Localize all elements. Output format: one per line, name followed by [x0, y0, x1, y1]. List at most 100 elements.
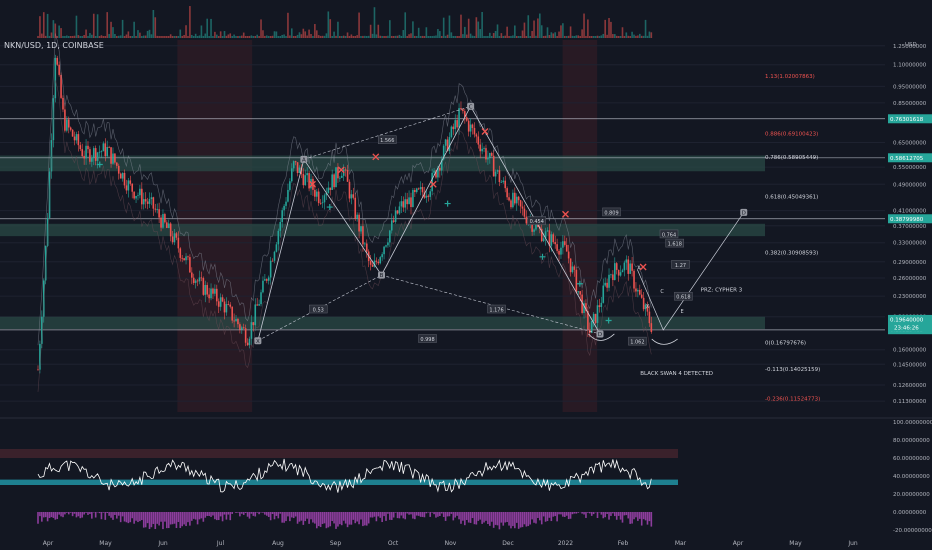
volume-bar — [310, 33, 312, 38]
candle-body — [183, 258, 185, 261]
candle-body — [469, 124, 472, 132]
volume-bar — [46, 13, 49, 38]
volume-bar — [102, 35, 105, 38]
histogram-bar — [467, 512, 470, 523]
volume-bar — [560, 25, 562, 38]
volume-bar — [108, 33, 110, 38]
currency-label: USD — [905, 42, 917, 48]
volume-bar — [340, 35, 343, 38]
candle-body — [606, 282, 608, 288]
candle-body — [454, 120, 457, 130]
ratio-label-4: 1.062 — [630, 340, 644, 346]
volume-bar — [537, 18, 539, 38]
candle-body — [265, 279, 268, 281]
candle-body — [194, 280, 197, 283]
histogram-bar — [173, 512, 176, 524]
histogram-bar — [390, 512, 393, 520]
volume-bar — [175, 35, 178, 38]
y-tick-15: 0.14500000 — [893, 362, 927, 368]
volume-bar — [92, 13, 95, 38]
candle-body — [242, 327, 245, 329]
candle-body — [214, 288, 216, 294]
candle-body — [556, 244, 558, 251]
candle-body — [500, 182, 503, 183]
histogram-bar — [612, 512, 614, 514]
volume-bar — [600, 35, 603, 38]
histogram-bar — [339, 512, 341, 525]
pattern-point-marker-A — [300, 155, 308, 163]
volume-bar — [596, 35, 599, 38]
histogram-bar — [185, 512, 187, 527]
candle-body — [283, 205, 285, 211]
volume-bar — [358, 12, 360, 38]
volume-bar — [137, 30, 139, 38]
volume-bar — [433, 35, 435, 38]
volume-bar — [277, 36, 280, 38]
volume-bar — [225, 35, 228, 38]
candle-body — [346, 169, 349, 182]
candle-body — [494, 171, 497, 177]
rsi-axis-tick-5: 0.00000000 — [893, 510, 927, 516]
candle-body — [381, 254, 383, 258]
candle-body — [56, 57, 59, 65]
candle-body — [344, 169, 347, 171]
candle-body — [369, 261, 372, 265]
volume-bar — [490, 35, 493, 38]
ratio-label-8: 1.27 — [675, 263, 686, 269]
histogram-bar — [558, 512, 560, 515]
volume-bar — [450, 32, 453, 38]
histogram-bar — [241, 512, 243, 514]
candle-body — [523, 208, 526, 217]
candle-body — [483, 148, 485, 149]
histogram-bar — [194, 512, 197, 520]
volume-bar — [544, 35, 547, 38]
candle-body — [302, 173, 305, 186]
candle-body — [400, 201, 403, 207]
buy-plus-marker-2 — [444, 200, 451, 207]
histogram-bar — [256, 512, 258, 513]
candle-body — [590, 321, 593, 333]
volume-bar — [219, 31, 222, 38]
pattern-point-label-A: A — [302, 157, 306, 163]
volume-bar — [254, 35, 257, 38]
volume-bar — [64, 35, 66, 38]
histogram-bar — [319, 512, 322, 528]
histogram-bar — [158, 512, 160, 526]
candle-body — [540, 228, 543, 242]
volume-bar — [344, 35, 347, 38]
candle-body — [92, 148, 95, 158]
histogram-bar — [150, 512, 153, 528]
histogram-bar — [446, 512, 449, 517]
histogram-bar — [323, 512, 326, 524]
sell-x-marker-1 — [337, 166, 345, 174]
candle-body — [116, 162, 118, 166]
volume-bar — [585, 35, 587, 38]
candle-body — [171, 236, 174, 243]
candle-body — [333, 174, 335, 188]
volume-bar — [179, 29, 182, 38]
ac-diagonal — [303, 106, 471, 160]
target-label: D — [742, 210, 746, 216]
histogram-bar — [419, 512, 422, 517]
volume-bar — [381, 36, 383, 38]
volume-bar — [75, 15, 78, 39]
histogram-bar — [94, 512, 97, 518]
histogram-bar — [271, 512, 274, 514]
volume-bar — [481, 11, 483, 39]
histogram-bar — [156, 512, 159, 524]
histogram-bar — [496, 512, 499, 526]
volume-bar — [348, 35, 351, 38]
volume-bar — [575, 35, 578, 38]
volume-bar — [106, 12, 109, 38]
candle-body — [254, 304, 257, 326]
volume-bar — [642, 35, 645, 38]
candle-body — [67, 119, 70, 128]
volume-bar — [464, 26, 466, 38]
histogram-bar — [373, 512, 376, 517]
candle-body — [596, 305, 599, 323]
candle-body — [444, 139, 447, 146]
volume-bar — [535, 35, 537, 38]
histogram-bar — [69, 512, 72, 513]
candle-body — [587, 311, 589, 330]
